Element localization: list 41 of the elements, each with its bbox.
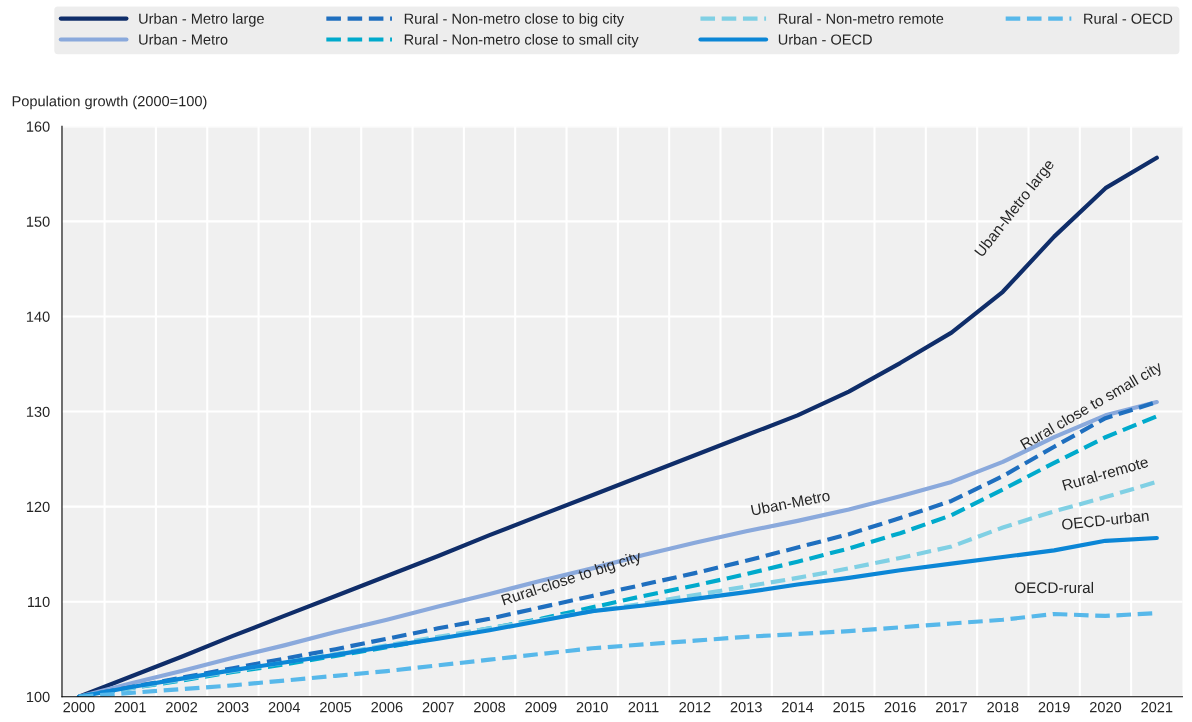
y-tick-label: 100 xyxy=(26,691,50,703)
x-tick-label: 2002 xyxy=(166,701,198,713)
x-tick-label: 2014 xyxy=(782,701,814,713)
x-tick-label: 2012 xyxy=(679,701,711,713)
x-tick-label: 2018 xyxy=(987,701,1019,713)
x-tick-label: 2009 xyxy=(525,701,557,713)
y-tick-label: 110 xyxy=(28,596,50,608)
legend-label: Rural - Non-metro close to big city xyxy=(404,13,625,27)
x-tick-label: 2006 xyxy=(371,701,403,713)
x-tick-label: 2011 xyxy=(628,701,659,713)
x-tick-label: 2021 xyxy=(1141,701,1173,713)
legend-label: Urban - Metro large xyxy=(139,13,264,27)
annotation: Uban-Metro xyxy=(750,489,831,516)
legend-label: Urban - OECD xyxy=(778,34,872,45)
x-tick-label: 2020 xyxy=(1089,701,1122,713)
x-tick-label: 2019 xyxy=(1038,701,1070,713)
legend-label: Rural - Non-metro close to small city xyxy=(404,34,639,48)
x-tick-label: 2007 xyxy=(422,701,454,713)
x-tick-label: 2001 xyxy=(114,701,146,713)
legend-label: Rural - Non-metro remote xyxy=(778,13,944,24)
x-tick-label: 2013 xyxy=(730,701,762,713)
y-tick-label: 140 xyxy=(26,311,50,322)
x-tick-label: 2008 xyxy=(474,701,506,713)
x-tick-label: 2000 xyxy=(63,701,95,713)
x-tick-label: 2004 xyxy=(268,701,301,713)
y-tick-label: 150 xyxy=(26,216,50,227)
line-series xyxy=(76,535,1159,697)
x-tick-label: 2010 xyxy=(576,701,608,713)
annotation: OECD-rural xyxy=(1014,581,1094,594)
y-tick-label: 160 xyxy=(26,121,50,132)
x-tick-label: 2005 xyxy=(320,701,352,713)
x-tick-label: 2003 xyxy=(217,701,249,713)
y-tick-label: 120 xyxy=(26,501,50,513)
legend-label: Urban - Metro xyxy=(139,34,228,45)
x-tick-label: 2017 xyxy=(936,701,967,713)
y-axis-title: Population growth (2000=100) xyxy=(12,95,207,110)
annotation: OECD-urban xyxy=(1061,509,1149,530)
x-tick-label: 2016 xyxy=(884,701,916,713)
y-tick-label: 130 xyxy=(26,406,50,417)
legend-label: Rural - OECD xyxy=(1084,13,1173,24)
x-tick-label: 2015 xyxy=(833,701,865,713)
